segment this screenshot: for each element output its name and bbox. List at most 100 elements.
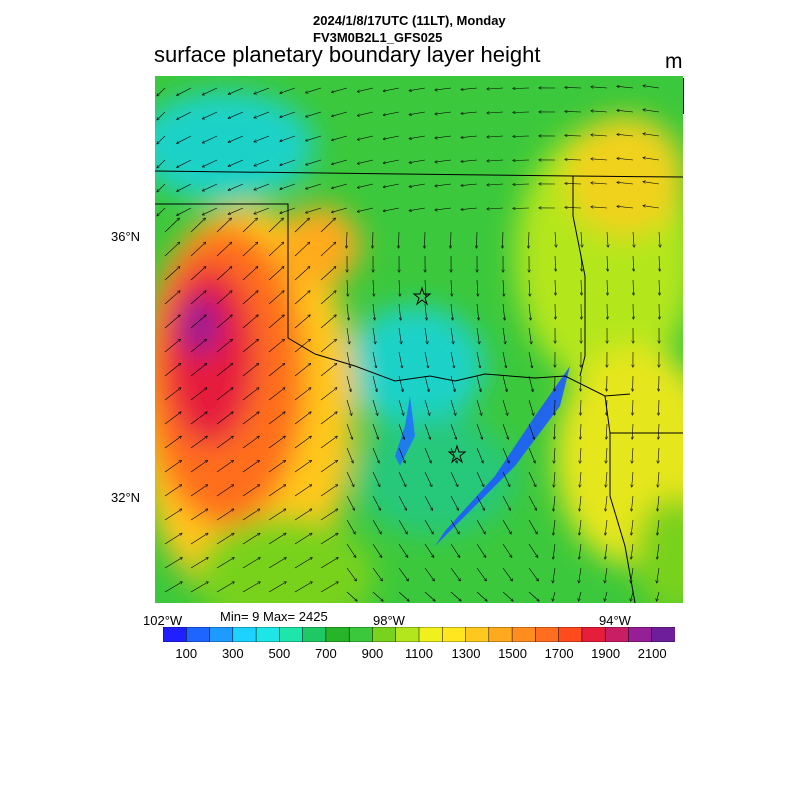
wind-vector	[268, 267, 284, 281]
wind-vector	[164, 558, 182, 569]
wind-vector	[658, 399, 659, 415]
wind-vector	[476, 375, 481, 392]
wind-vector	[254, 159, 270, 166]
wind-vector	[657, 567, 660, 583]
wind-vector	[203, 111, 218, 119]
wind-vector	[242, 485, 260, 497]
wind-vector	[435, 87, 452, 90]
map-title: surface planetary boundary layer height	[154, 42, 541, 67]
wind-vector	[424, 327, 427, 344]
wind-vector	[528, 303, 531, 320]
colorbar-label: 500	[268, 646, 291, 661]
colorbar-swatch	[651, 627, 675, 642]
wind-vector	[268, 388, 285, 401]
wind-vector	[554, 471, 555, 487]
wind-vector	[581, 231, 582, 247]
wind-vector	[528, 471, 536, 487]
wind-vector	[254, 183, 270, 190]
wind-vector	[632, 447, 633, 463]
wind-vector	[320, 218, 335, 233]
colorbar-swatch	[372, 627, 397, 642]
wind-vector	[554, 399, 555, 415]
wind-vector	[190, 436, 207, 449]
wind-vector	[554, 423, 555, 439]
wind-vector	[320, 267, 336, 281]
wind-vector	[632, 471, 633, 487]
wind-vector	[242, 267, 258, 281]
wind-vector	[528, 351, 532, 368]
colorbar-label: 300	[221, 646, 244, 661]
wind-vector	[242, 533, 260, 545]
wind-vector	[372, 519, 381, 534]
wind-vector	[409, 135, 426, 139]
wind-vector	[346, 399, 352, 415]
wind-vector	[487, 112, 504, 113]
wind-vector	[503, 279, 504, 296]
wind-vector	[346, 447, 353, 463]
wind-vector	[242, 388, 259, 401]
wind-vector	[617, 86, 634, 89]
wind-vector	[320, 461, 337, 473]
wind-vector	[228, 111, 244, 118]
wind-vector	[372, 471, 380, 487]
colorbar-swatch	[511, 627, 536, 642]
wind-vector	[268, 436, 285, 449]
wind-vector	[476, 567, 486, 581]
wind-vector	[164, 291, 180, 305]
wind-vector	[242, 461, 259, 473]
wind-vector	[579, 591, 582, 601]
colorbar-swatch	[395, 627, 420, 642]
wind-vector	[461, 111, 478, 114]
wind-vector	[216, 461, 233, 473]
wind-vector	[409, 87, 426, 91]
wind-vector	[242, 509, 260, 521]
wind-vector	[346, 327, 349, 344]
colorbar-label: 700	[315, 646, 337, 661]
lat-label-36: 36°N	[111, 229, 141, 244]
wind-vector	[268, 291, 284, 305]
wind-vector	[502, 231, 503, 248]
wind-vector	[579, 543, 582, 559]
wind-vector	[332, 207, 348, 212]
wind-vector	[633, 231, 634, 247]
wind-vector	[177, 87, 192, 95]
wind-vector	[320, 509, 338, 521]
wind-vector	[633, 255, 634, 271]
wind-vector	[190, 315, 206, 329]
wind-vector	[476, 399, 482, 415]
datetime-header: 2024/1/8/17UTC (11LT), Monday	[313, 13, 506, 28]
wind-vector	[164, 412, 181, 425]
wind-vector	[203, 183, 218, 191]
wind-vector	[320, 315, 336, 329]
wind-vector	[398, 303, 401, 320]
wind-vector	[398, 423, 404, 439]
wind-vector	[631, 495, 634, 511]
wind-vector	[190, 461, 207, 473]
wind-vector	[513, 160, 530, 161]
wind-vector	[565, 183, 582, 184]
wind-vector	[228, 159, 244, 166]
wind-vector	[409, 183, 426, 187]
wind-vector	[632, 399, 633, 415]
wind-vector	[346, 591, 357, 601]
wind-vector	[398, 231, 399, 248]
wind-vector	[190, 364, 207, 377]
wind-vector	[591, 111, 608, 112]
wind-vector	[164, 242, 180, 257]
wind-vector	[346, 351, 350, 368]
wind-vector	[424, 543, 434, 557]
wind-vector	[643, 134, 660, 137]
wind-vector	[409, 159, 426, 163]
wind-vector	[631, 519, 634, 535]
wind-vector	[424, 471, 432, 487]
lon-label-98: 98°W	[373, 613, 405, 628]
wind-vector	[450, 471, 458, 487]
lon-label-102: 102°W	[143, 613, 183, 628]
wind-vector	[157, 87, 166, 96]
colorbar-label: 2100	[637, 646, 667, 661]
wind-vector	[581, 279, 582, 295]
wind-vector	[157, 135, 166, 144]
wind-vector	[228, 183, 244, 190]
wind-vector	[502, 567, 512, 581]
wind-vector	[268, 509, 286, 521]
